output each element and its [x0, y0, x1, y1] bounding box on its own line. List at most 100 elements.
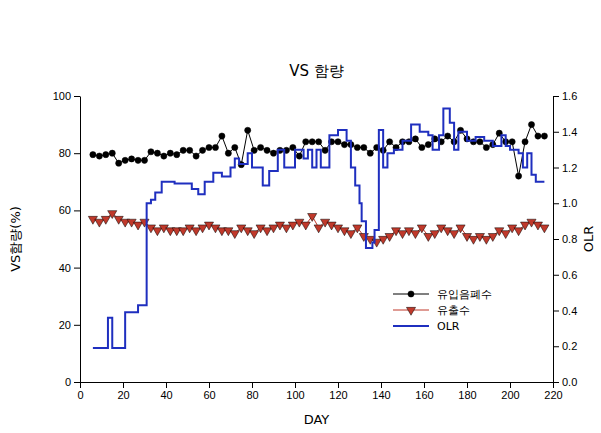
data-point	[456, 225, 465, 233]
legend-item: 유출수	[393, 304, 470, 317]
data-point	[309, 139, 315, 145]
tick-mark	[553, 275, 559, 276]
tick-label: 140	[372, 389, 390, 401]
tick-mark	[74, 268, 80, 269]
data-point	[116, 160, 122, 166]
data-point	[379, 236, 388, 244]
tick: 1.6	[553, 90, 577, 102]
data-point	[412, 136, 418, 142]
data-point	[161, 153, 167, 159]
data-point	[509, 139, 515, 145]
tick-mark	[553, 132, 559, 133]
data-point	[230, 231, 239, 239]
data-point	[193, 153, 199, 159]
y2-axis: 0.00.20.40.60.81.01.21.41.6	[553, 90, 577, 388]
title: VS 함량	[289, 62, 344, 80]
tick-mark	[553, 239, 559, 240]
tick-label: 1.4	[562, 126, 577, 138]
tick-label: 60	[59, 204, 71, 216]
tick-label: 0.2	[562, 340, 577, 352]
tick-mark	[510, 382, 511, 388]
tick-mark	[74, 210, 80, 211]
data-point	[135, 157, 141, 163]
tick-label: 80	[59, 147, 71, 159]
tick-label: 40	[160, 389, 172, 401]
tick: 220	[544, 382, 562, 401]
tick: 20	[117, 382, 129, 401]
tick-label: 0	[77, 389, 83, 401]
legend-label: 유출수	[437, 304, 470, 317]
data-point	[90, 152, 96, 158]
data-point	[206, 144, 212, 150]
data-point	[417, 225, 426, 233]
data-point	[179, 228, 188, 236]
tick: 0.4	[553, 305, 577, 317]
data-point	[535, 133, 541, 139]
data-point	[341, 142, 347, 148]
tick: 40	[59, 262, 80, 274]
legend-label: OLR	[437, 320, 460, 333]
data-point	[269, 225, 278, 233]
data-point	[482, 236, 491, 244]
data-point	[187, 147, 193, 153]
tick-label: 160	[415, 389, 433, 401]
tick-mark	[74, 153, 80, 154]
tick: 1.0	[553, 197, 577, 209]
data-point	[232, 144, 238, 150]
y-axis: 020406080100	[53, 90, 81, 388]
tick-label: 0.8	[562, 233, 577, 245]
data-point	[520, 222, 529, 230]
data-point	[445, 133, 451, 139]
tick-mark	[74, 382, 80, 383]
legend-line	[393, 325, 429, 327]
data-point	[335, 139, 341, 145]
tick: 40	[160, 382, 172, 401]
plot: 0204060801001201401601802002200204060801…	[53, 90, 578, 401]
tick: 120	[329, 382, 347, 401]
legend-item: OLR	[393, 320, 460, 333]
data-point	[353, 225, 362, 233]
data-point	[133, 222, 142, 230]
tick-label: 1.6	[562, 90, 577, 102]
tick-label: 200	[501, 389, 519, 401]
tick: 80	[59, 147, 80, 159]
data-point	[522, 139, 528, 145]
tick-mark	[209, 382, 210, 388]
tick: 60	[203, 382, 215, 401]
tick-mark	[252, 382, 253, 388]
tick-mark	[123, 382, 124, 388]
legend-label: 유입음폐수	[437, 288, 492, 301]
chart: 0204060801001201401601802002200204060801…	[0, 0, 601, 433]
data-point	[245, 127, 251, 133]
tick: 0	[77, 382, 83, 401]
tick-label: 60	[203, 389, 215, 401]
tick-mark	[553, 203, 559, 204]
tick-mark	[553, 311, 559, 312]
data-point	[95, 219, 104, 227]
tick: 0.6	[553, 269, 577, 281]
data-point	[129, 156, 135, 162]
data-point	[109, 150, 115, 156]
tick: 1.4	[553, 126, 577, 138]
tick-mark	[74, 325, 80, 326]
data-point	[314, 225, 323, 233]
y2-axis-title: OLR	[581, 226, 596, 253]
tick: 1.2	[553, 162, 577, 174]
tick-label: 1.0	[562, 197, 577, 209]
tick: 100	[286, 382, 304, 401]
tick: 140	[372, 382, 390, 401]
x-axis-title: DAY	[304, 412, 330, 427]
tick-label: 20	[117, 389, 129, 401]
tick-mark	[381, 382, 382, 388]
data-point	[316, 139, 322, 145]
data-point	[387, 139, 393, 145]
series-line	[93, 109, 545, 349]
data-point	[296, 153, 302, 159]
marks	[88, 109, 549, 349]
data-point	[477, 139, 483, 145]
data-point	[541, 133, 547, 139]
data-point	[103, 152, 109, 158]
legend: 유입음폐수유출수 OLR	[393, 288, 492, 333]
data-point	[501, 231, 510, 239]
data-point	[469, 236, 478, 244]
